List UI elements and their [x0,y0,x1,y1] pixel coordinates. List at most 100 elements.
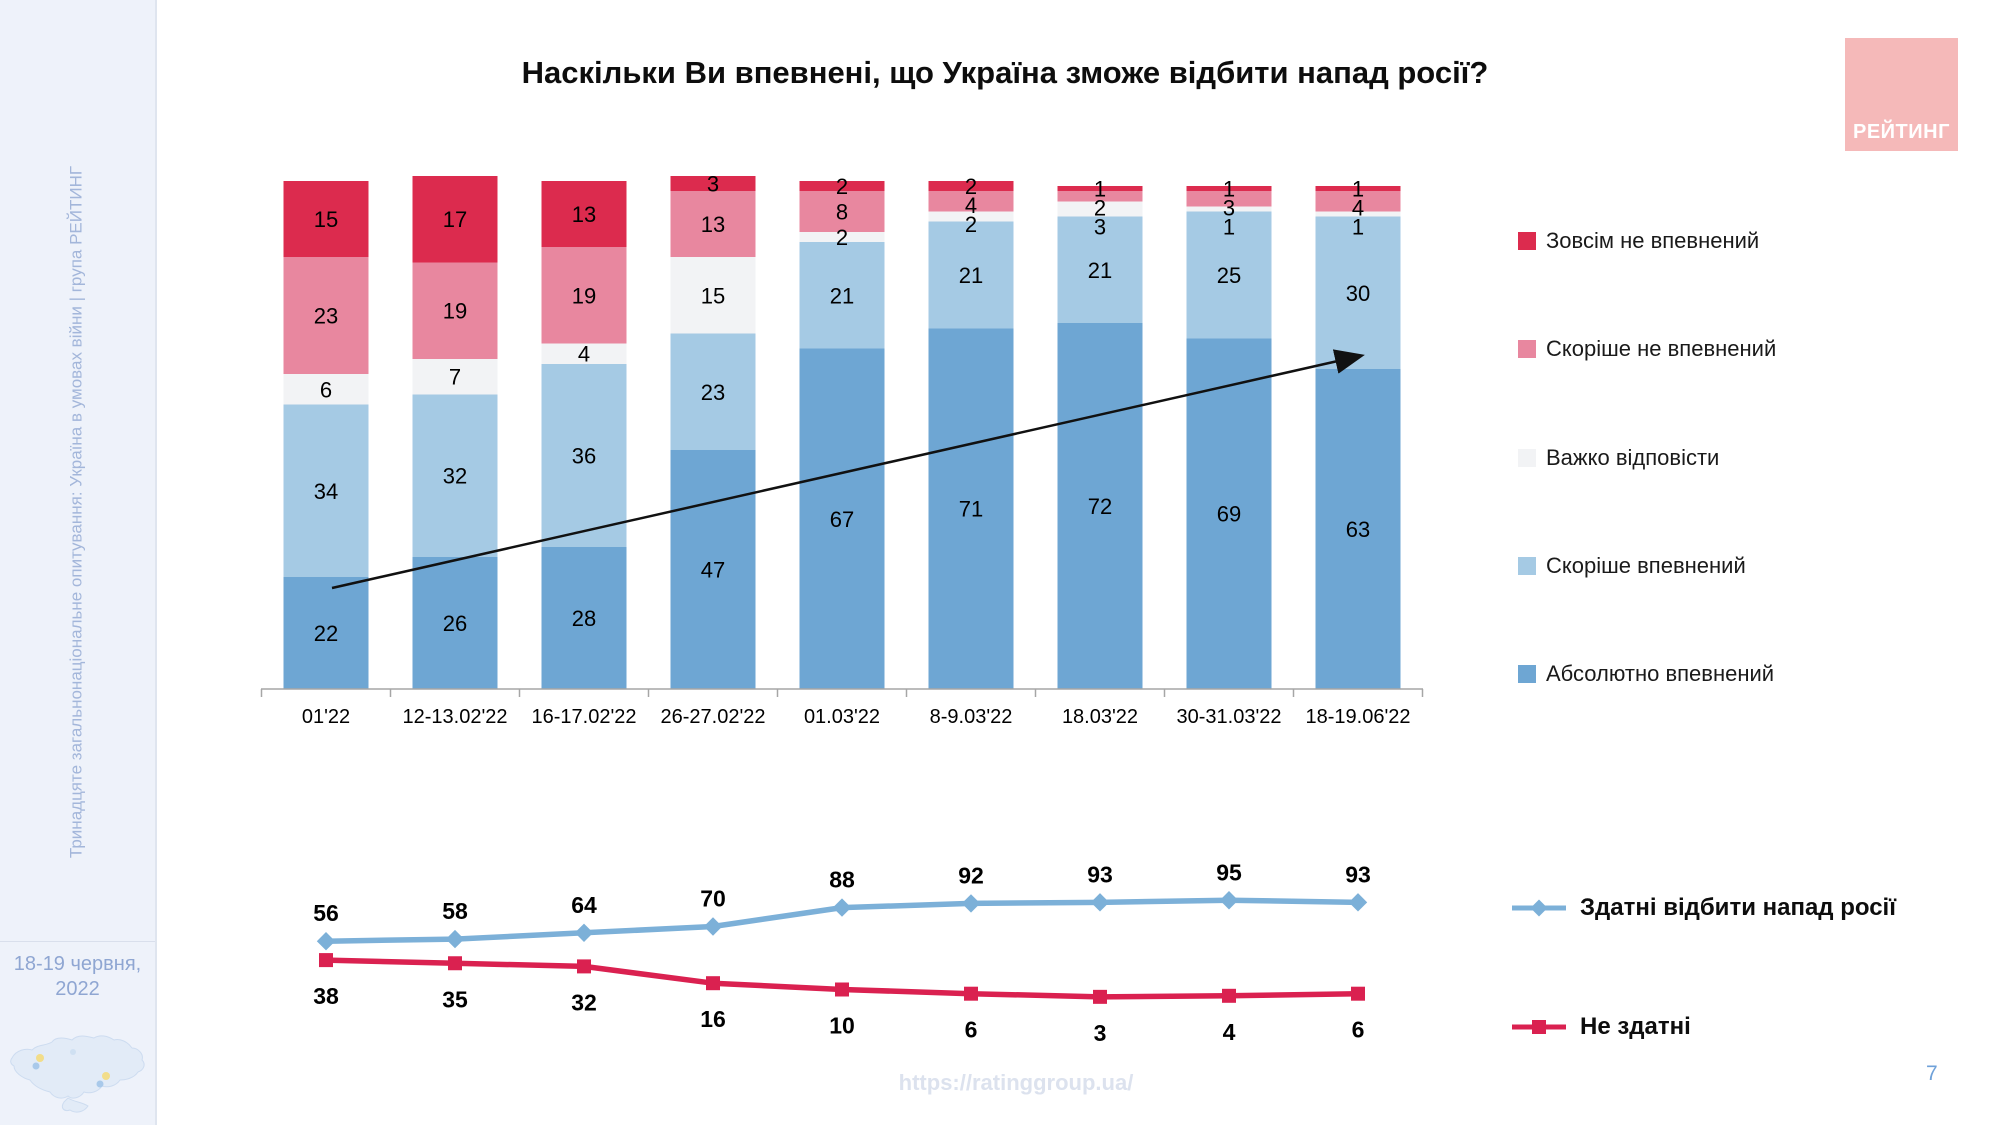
diamond-marker [445,929,465,949]
bar-segment [928,191,1014,212]
bar-segment [670,175,756,192]
legend-swatch [1518,665,1536,684]
bar-segment [1057,201,1143,217]
bar-segment [799,348,885,689]
bar-segment [541,181,627,248]
rating-logo-text: РЕЙТИНГ [1853,121,1950,143]
bar-value-label: 19 [443,299,467,324]
bar-value-label: 23 [314,304,338,329]
bar-value-label: 1 [1223,215,1235,240]
bar-segment [412,358,498,395]
bar-segment [1186,211,1272,339]
source-url: https://ratinggroup.ua/ [898,1070,1134,1095]
bar-value-label: 4 [578,342,590,367]
bar-value-label: 63 [1346,517,1370,542]
square-marker [448,956,462,971]
square-marker [1093,989,1107,1004]
bar-segment [670,333,756,451]
square-marker [1222,988,1236,1003]
bar-segment [283,577,369,689]
bar-value-label: 1 [1223,177,1235,202]
bar-value-label: 22 [314,621,338,646]
legend-line-sample [1512,1020,1566,1034]
legend-swatch [1518,232,1536,250]
x-axis-label: 16-17.02'22 [531,706,636,728]
bar-value-label: 25 [1217,263,1241,288]
bar-value-label: 3 [1094,215,1106,240]
diamond-marker [1348,893,1368,912]
line-value-label: 6 [1352,1017,1365,1043]
bar-segment [1315,368,1401,689]
legend-label: Важко відповісти [1546,444,1720,470]
legend-swatch [1518,340,1536,359]
legend-label: Здатні відбити напад росії [1580,894,1896,921]
legend-label: Зовсім не впевнений [1546,228,1760,253]
bar-value-label: 71 [959,497,983,522]
legend-item: Скоріше впевнений [1518,553,1746,579]
x-axis-label: 01.03'22 [804,706,880,728]
square-marker [577,959,591,974]
bar-value-label: 30 [1346,281,1370,306]
x-axis-label: 26-27.02'22 [660,706,765,728]
bar-value-label: 13 [701,212,725,237]
bar-segment [928,221,1014,329]
bar-segment [283,257,369,375]
legend-item: Не здатні [1512,1013,1691,1041]
bar-value-label: 4 [1352,196,1364,221]
line-value-label: 10 [829,1013,855,1039]
line-value-label: 93 [1087,861,1113,887]
bar-value-label: 3 [1223,196,1235,221]
legend-swatch [1518,556,1536,575]
line-value-label: 58 [442,898,468,924]
line-value-label: 70 [700,886,726,912]
bar-segment [670,191,756,258]
bar-value-label: 21 [1088,258,1112,283]
bar-value-label: 8 [836,199,848,224]
square-marker [835,982,849,997]
left-sidebar: Тринадцяте загальнонаціональне опитуванн… [0,0,157,1125]
bar-value-label: 21 [959,263,983,288]
bar-value-label: 47 [701,558,725,583]
bar-segment [412,556,498,689]
bar-segment [1315,216,1401,369]
square-marker [319,953,333,968]
line-value-label: 4 [1223,1019,1236,1045]
square-marker [1351,986,1365,1001]
diamond-marker [703,917,723,936]
bar-segment [412,262,498,359]
bar-value-label: 6 [320,377,332,402]
line-value-label: 35 [442,986,468,1012]
survey-date-line1: 18-19 червня, [13,953,142,975]
x-axis-label: 12-13.02'22 [402,706,507,728]
bar-value-label: 2 [836,174,848,199]
x-axis-label: 8-9.03'22 [930,706,1013,728]
bar-value-label: 2 [836,225,848,250]
legend-line-sample [1512,899,1566,917]
legend-item: Абсолютно впевнений [1518,661,1774,687]
bar-value-label: 26 [443,611,467,636]
bar-value-label: 15 [314,207,338,232]
bar-value-label: 32 [443,464,467,489]
bar-value-label: 15 [701,283,725,308]
bar-segment [799,181,885,192]
line-value-label: 88 [829,867,855,893]
line-value-label: 56 [313,900,339,926]
x-axis-label: 30-31.03'22 [1176,706,1281,728]
diamond-marker [961,894,981,913]
x-axis-label: 01'22 [302,706,350,728]
legend-label: Скоріше впевнений [1546,552,1746,578]
line-value-label: 92 [958,862,984,888]
survey-date: 18-19 червня, 2022 [0,952,155,1002]
page-number: 7 [1926,1062,1938,1085]
legend-label: Абсолютно впевнений [1546,661,1775,687]
bar-segment [283,404,369,578]
survey-date-line2: 2022 [55,978,100,1000]
bar-value-label: 13 [572,202,596,227]
bar-segment [541,546,627,689]
diamond-marker [1090,893,1110,912]
bar-value-label: 2 [965,174,977,199]
ukraine-map-icon [10,1035,145,1113]
bar-segment [1186,191,1272,207]
bar-segment [1057,186,1143,192]
legend-item: Важко відповісти [1518,445,1719,471]
